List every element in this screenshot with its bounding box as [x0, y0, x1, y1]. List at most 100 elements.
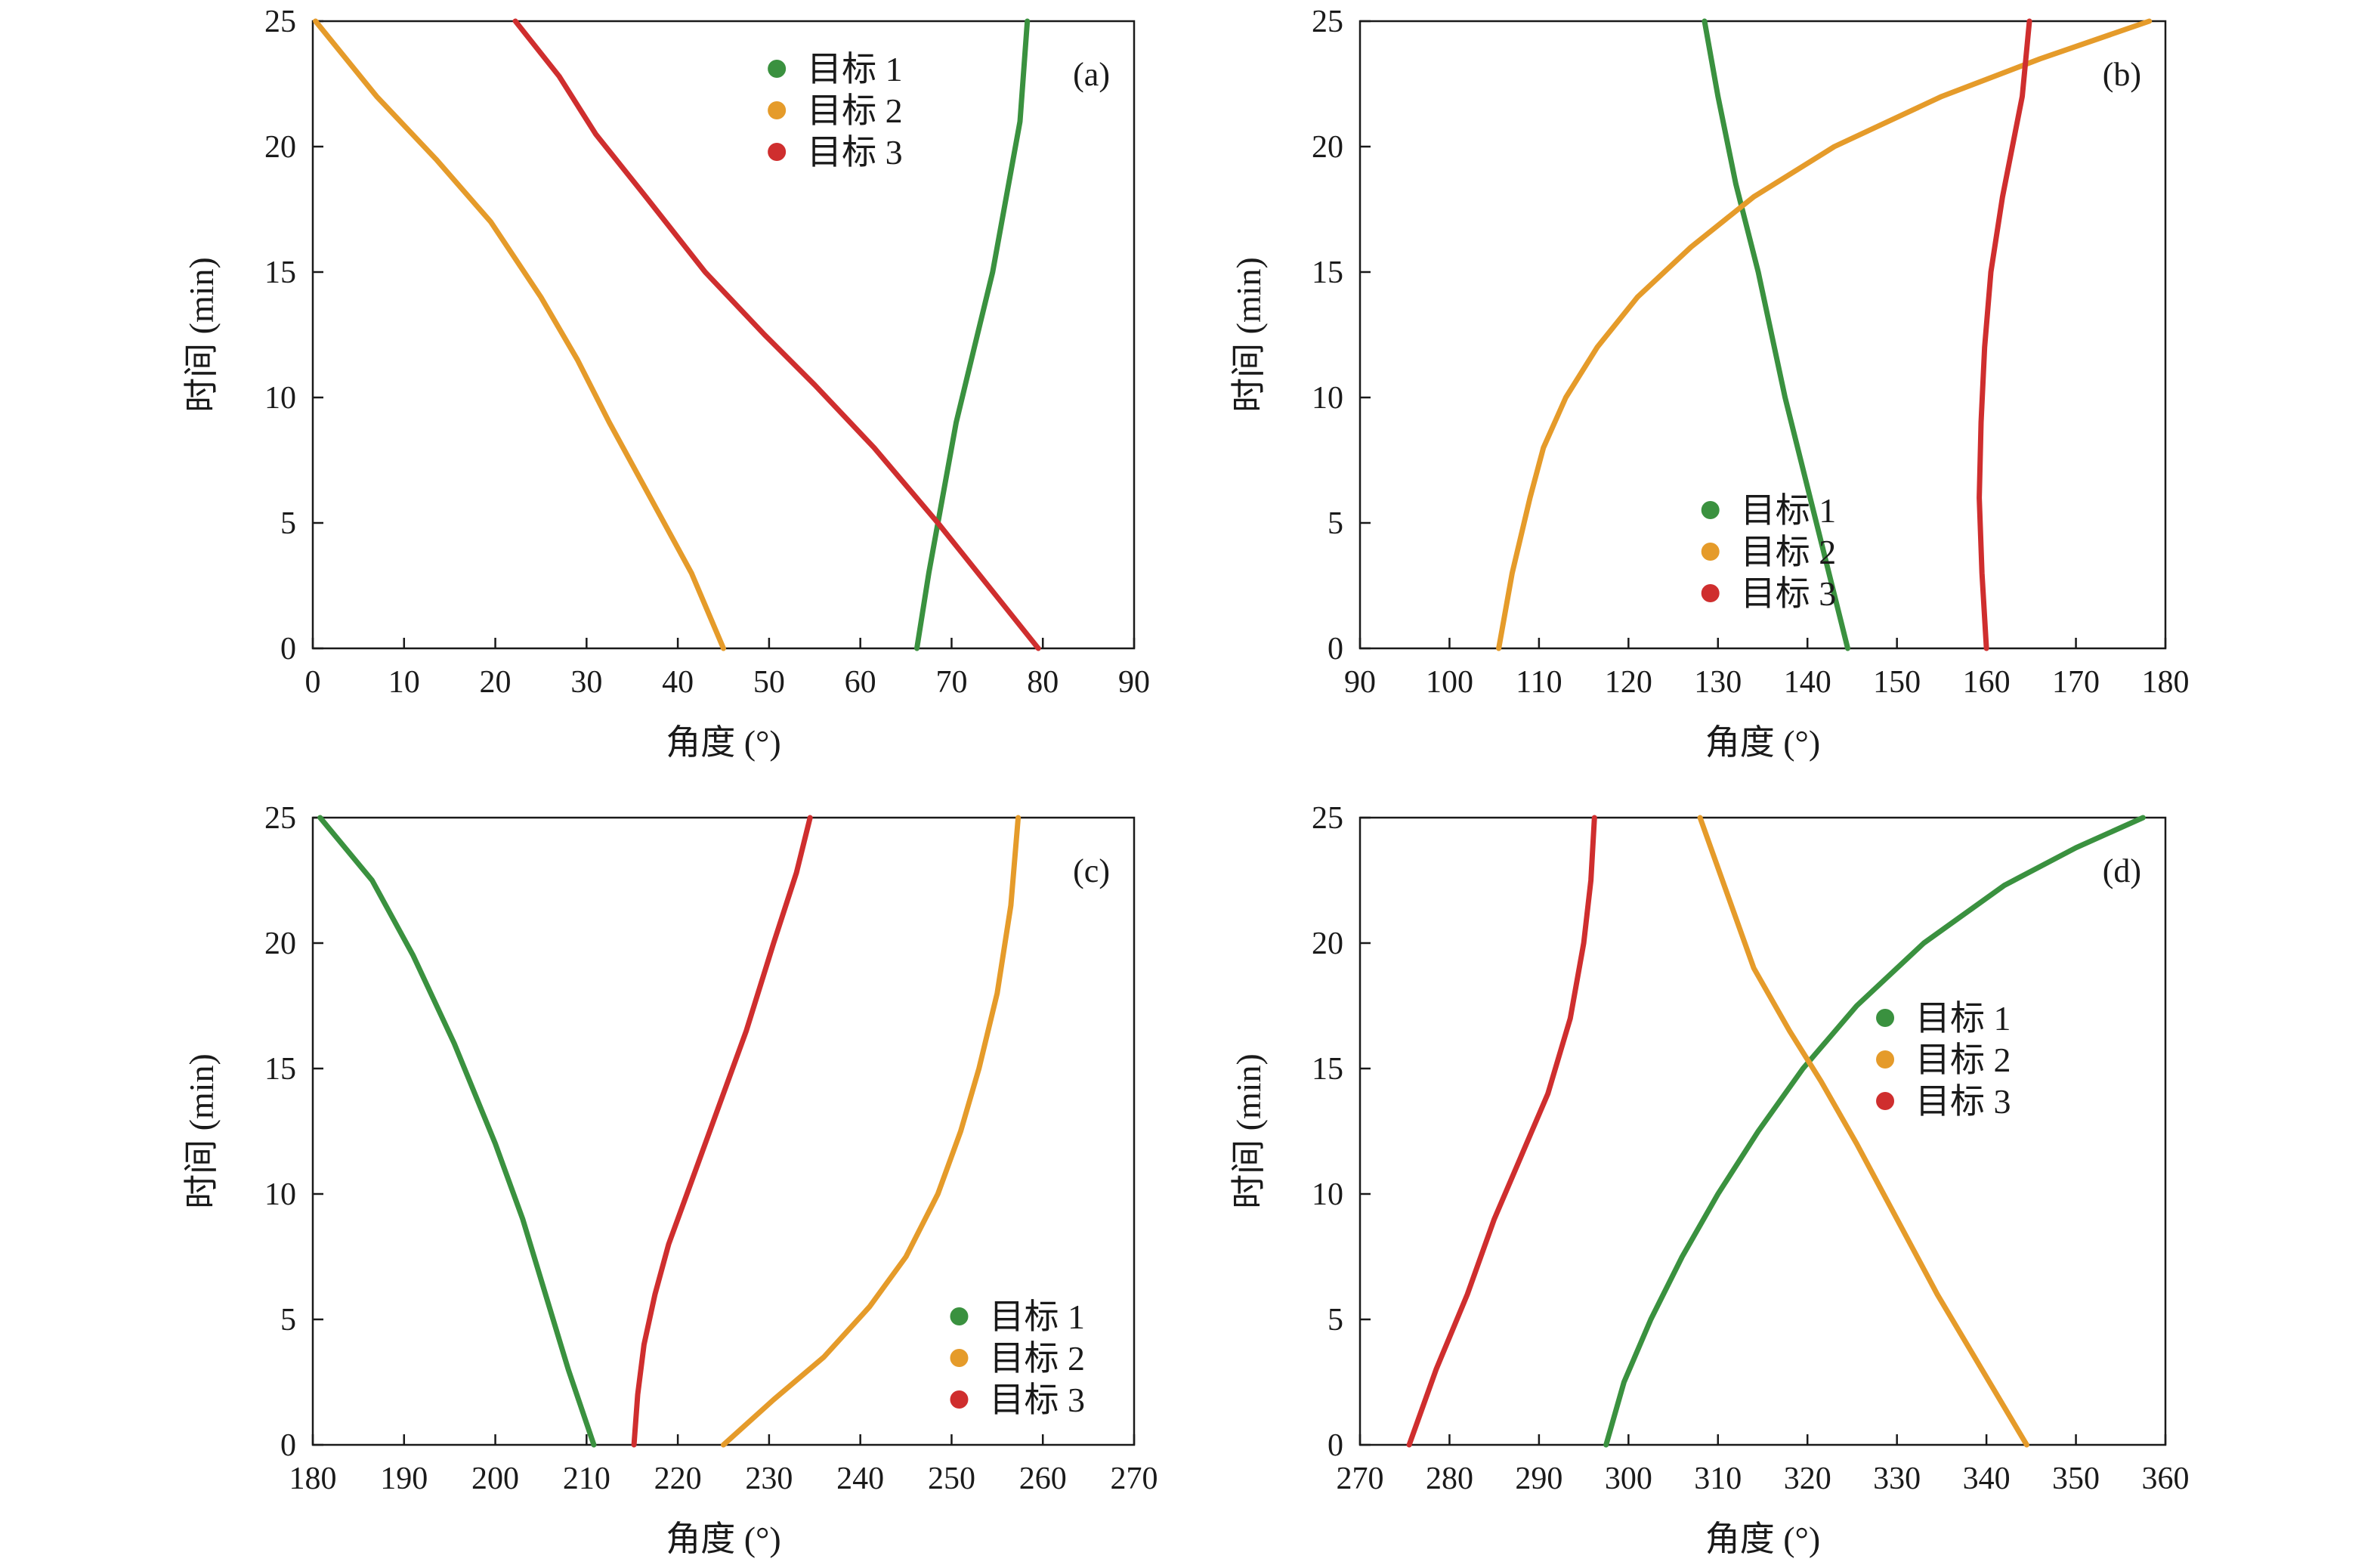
- legend-marker: [1876, 1050, 1895, 1069]
- series-line-target-3: [1406, 815, 1597, 1448]
- y-tick-label: 15: [1312, 1052, 1343, 1087]
- y-tick-label: 20: [1312, 130, 1343, 165]
- x-tick-label: 70: [935, 665, 967, 700]
- legend-label: 目标 3: [989, 1381, 1085, 1419]
- legend-marker: [1701, 584, 1720, 602]
- legend-marker: [950, 1349, 969, 1367]
- chart-panel-c: 180 190 200 210 220 230 240 250 260 270 0 5 10 15 20 25…: [182, 801, 1158, 1558]
- x-tick-label: 310: [1694, 1461, 1742, 1496]
- x-tick-label: 50: [753, 665, 785, 700]
- x-tick-label: 10: [388, 665, 420, 700]
- y-tick-label: 0: [1328, 1428, 1343, 1463]
- y-tick-label: 10: [1312, 1177, 1343, 1212]
- series-line-target-1: [1702, 18, 1850, 651]
- legend-marker: [1876, 1092, 1895, 1110]
- x-tick-label: 360: [2142, 1461, 2190, 1496]
- legend-marker: [1876, 1009, 1895, 1027]
- legend-label: 目标 2: [1741, 533, 1837, 571]
- x-axis-label: 角度 (°): [666, 1520, 781, 1558]
- x-tick-label: 60: [845, 665, 876, 700]
- series-line-target-3: [631, 815, 813, 1448]
- y-axis-label: 时间 (min): [1229, 1053, 1268, 1209]
- series-line-target-1: [914, 18, 1031, 651]
- x-tick-label: 230: [745, 1461, 793, 1496]
- x-tick-label: 40: [662, 665, 694, 700]
- y-axis-label: 时间 (min): [182, 1053, 221, 1209]
- legend-marker: [1701, 543, 1720, 561]
- y-tick-label: 5: [280, 506, 296, 541]
- x-tick-label: 0: [305, 665, 321, 700]
- x-axis-label: 角度 (°): [666, 723, 781, 762]
- series-line-target-2: [1496, 18, 2153, 651]
- y-tick-label: 20: [264, 926, 296, 961]
- legend: 目标 1目标 2目标 3: [1701, 491, 1837, 613]
- series-line-target-2: [313, 18, 726, 651]
- y-tick-label: 25: [1312, 5, 1343, 39]
- legend: 目标 1目标 2目标 3: [768, 50, 903, 172]
- x-tick-label: 120: [1605, 665, 1652, 700]
- x-tick-label: 350: [2052, 1461, 2100, 1496]
- x-tick-label: 290: [1515, 1461, 1562, 1496]
- plot-frame: [1358, 20, 2167, 650]
- y-tick-label: 25: [264, 801, 296, 836]
- y-tick-label: 15: [264, 255, 296, 290]
- y-tick-label: 5: [1328, 506, 1343, 541]
- series-line-target-2: [1697, 815, 2029, 1448]
- series-line-target-3: [512, 18, 1041, 651]
- panel-label: (a): [1073, 56, 1110, 93]
- chart-panel-a: 0 10 20 30 40 50 60 70 80 90 0 5 10 15 20 25 角度 (°) 时间 (m…: [182, 5, 1150, 762]
- series-line-target-3: [1977, 18, 2032, 651]
- y-tick-label: 10: [264, 1177, 296, 1212]
- x-tick-label: 190: [380, 1461, 428, 1496]
- legend-label: 目标 2: [1915, 1041, 2011, 1079]
- legend-marker: [768, 101, 787, 119]
- x-tick-label: 200: [471, 1461, 519, 1496]
- x-tick-label: 340: [1963, 1461, 2011, 1496]
- y-axis-label: 时间 (min): [182, 257, 221, 413]
- x-tick-label: 150: [1873, 665, 1921, 700]
- legend-label: 目标 3: [1741, 574, 1837, 613]
- x-tick-label: 90: [1118, 665, 1150, 700]
- series-line-target-1: [317, 815, 597, 1448]
- x-tick-label: 320: [1784, 1461, 1831, 1496]
- legend-label: 目标 1: [1915, 999, 2011, 1038]
- x-tick-label: 180: [289, 1461, 337, 1496]
- x-tick-label: 90: [1344, 665, 1376, 700]
- x-tick-label: 170: [2052, 665, 2100, 700]
- x-axis-label: 角度 (°): [1705, 723, 1821, 762]
- x-tick-label: 130: [1694, 665, 1742, 700]
- y-tick-label: 0: [1328, 632, 1343, 667]
- y-tick-label: 10: [264, 381, 296, 416]
- x-tick-label: 220: [654, 1461, 702, 1496]
- y-tick-label: 5: [280, 1303, 296, 1338]
- y-axis-label: 时间 (min): [1229, 257, 1268, 413]
- legend-label: 目标 1: [1741, 491, 1837, 530]
- plot-frame: [1358, 816, 2167, 1446]
- y-tick-label: 10: [1312, 381, 1343, 416]
- legend-marker: [950, 1390, 969, 1409]
- x-tick-label: 240: [836, 1461, 884, 1496]
- y-tick-label: 0: [280, 1428, 296, 1463]
- x-tick-label: 260: [1019, 1461, 1067, 1496]
- x-tick-label: 100: [1426, 665, 1473, 700]
- y-tick-label: 20: [1312, 926, 1343, 961]
- chart-panel-d: 270 280 290 300 310 320 330 340 350 360 0 5 10 15 20 25…: [1229, 801, 2190, 1558]
- legend-label: 目标 1: [807, 50, 903, 88]
- x-tick-label: 210: [563, 1461, 610, 1496]
- x-tick-label: 180: [2142, 665, 2190, 700]
- x-tick-label: 270: [1111, 1461, 1158, 1496]
- legend-label: 目标 2: [807, 91, 903, 130]
- x-tick-label: 270: [1337, 1461, 1384, 1496]
- plot-frame: [311, 20, 1136, 650]
- x-tick-label: 140: [1784, 665, 1831, 700]
- x-tick-label: 110: [1516, 665, 1562, 700]
- legend: 目标 1目标 2目标 3: [1876, 999, 2011, 1121]
- legend-marker: [768, 143, 787, 161]
- y-tick-label: 15: [1312, 255, 1343, 290]
- legend-marker: [768, 60, 787, 78]
- y-tick-label: 15: [264, 1052, 296, 1087]
- panel-label: (d): [2103, 852, 2141, 889]
- x-tick-label: 80: [1027, 665, 1059, 700]
- y-tick-label: 0: [280, 632, 296, 667]
